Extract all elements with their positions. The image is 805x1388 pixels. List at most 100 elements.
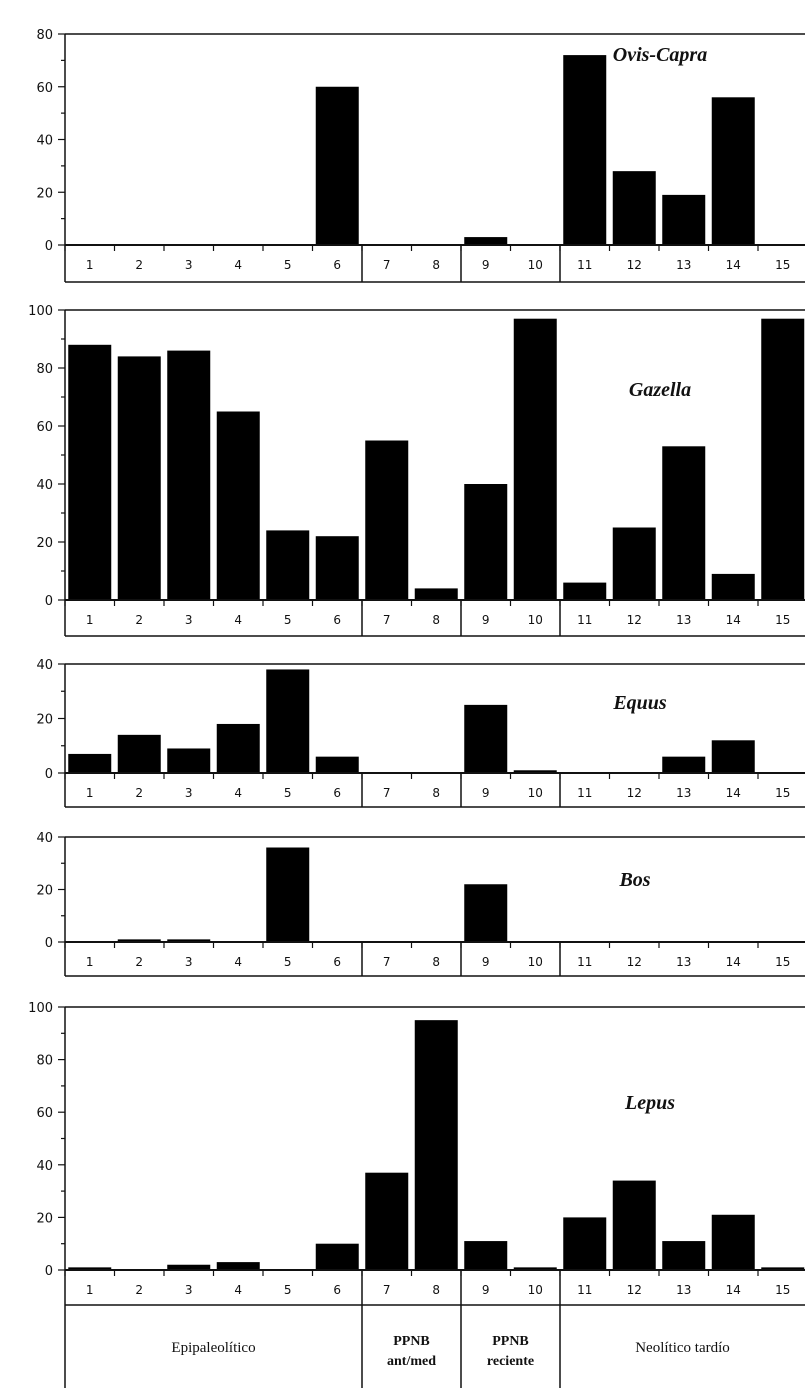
y-tick-label: 80 <box>36 28 53 43</box>
bar-site-14 <box>711 573 755 600</box>
x-tick-label: 2 <box>135 1283 143 1297</box>
panel-title: Bos <box>618 869 650 891</box>
x-tick-label: 5 <box>284 955 292 969</box>
x-tick-label: 12 <box>627 955 642 969</box>
x-tick-label: 15 <box>775 613 790 627</box>
x-tick-label: 5 <box>284 258 292 272</box>
bar-site-9 <box>464 704 508 773</box>
y-tick-label: 40 <box>36 658 53 673</box>
x-tick-label: 5 <box>284 786 292 800</box>
y-tick-label: 0 <box>45 594 53 609</box>
x-tick-label: 8 <box>432 613 440 627</box>
bar-site-3 <box>167 1264 211 1270</box>
x-tick-label: 6 <box>333 955 341 969</box>
bar-site-8 <box>414 588 458 600</box>
bar-site-15 <box>761 318 805 600</box>
bar-site-8 <box>414 1020 458 1270</box>
x-tick-label: 2 <box>135 786 143 800</box>
period-label: ant/med <box>387 1354 436 1369</box>
x-tick-label: 9 <box>482 955 490 969</box>
x-tick-label: 14 <box>726 258 741 272</box>
x-tick-label: 4 <box>234 786 242 800</box>
bar-site-2 <box>117 356 161 600</box>
period-label: PPNB <box>393 1334 430 1349</box>
bar-site-9 <box>464 1241 508 1270</box>
y-tick-label: 60 <box>36 420 53 435</box>
bar-site-10 <box>513 1267 557 1270</box>
x-tick-label: 12 <box>627 1283 642 1297</box>
x-tick-label: 8 <box>432 955 440 969</box>
bar-site-13 <box>662 756 706 773</box>
x-tick-label: 6 <box>333 613 341 627</box>
x-tick-label: 3 <box>185 258 193 272</box>
x-tick-label: 5 <box>284 1283 292 1297</box>
bar-site-6 <box>315 1243 359 1270</box>
bar-site-5 <box>266 847 310 942</box>
x-tick-label: 3 <box>185 955 193 969</box>
x-tick-label: 14 <box>726 786 741 800</box>
y-tick-label: 60 <box>36 1106 53 1121</box>
x-tick-label: 10 <box>528 613 543 627</box>
bar-site-3 <box>167 748 211 773</box>
x-tick-label: 11 <box>577 613 592 627</box>
x-tick-label: 3 <box>185 786 193 800</box>
x-tick-label: 6 <box>333 786 341 800</box>
x-tick-label: 1 <box>86 1283 94 1297</box>
x-tick-label: 2 <box>135 258 143 272</box>
panel-title: Gazella <box>629 379 691 401</box>
bar-site-9 <box>464 237 508 245</box>
x-tick-label: 14 <box>726 955 741 969</box>
x-tick-label: 12 <box>627 613 642 627</box>
y-tick-label: 40 <box>36 134 53 149</box>
x-tick-label: 13 <box>676 258 691 272</box>
bar-site-2 <box>117 939 161 942</box>
bar-site-12 <box>612 171 656 245</box>
y-tick-label: 0 <box>45 767 53 782</box>
period-label: reciente <box>487 1354 534 1369</box>
bar-site-14 <box>711 97 755 245</box>
bar-site-3 <box>167 350 211 600</box>
y-tick-label: 80 <box>36 362 53 377</box>
bar-site-13 <box>662 1241 706 1270</box>
bar-site-12 <box>612 527 656 600</box>
x-tick-label: 11 <box>577 955 592 969</box>
x-tick-label: 15 <box>775 786 790 800</box>
x-tick-label: 7 <box>383 613 391 627</box>
y-tick-label: 100 <box>28 304 53 319</box>
x-tick-label: 12 <box>627 786 642 800</box>
period-labels-layer: Epipaleolítico PPNB ant/med PPNB reciente Neo… <box>171 1334 729 1369</box>
x-tick-label: 1 <box>86 613 94 627</box>
x-tick-label: 11 <box>577 786 592 800</box>
x-tick-label: 7 <box>383 1283 391 1297</box>
x-tick-label: 15 <box>775 1283 790 1297</box>
bar-site-13 <box>662 194 706 245</box>
x-tick-label: 10 <box>528 1283 543 1297</box>
x-tick-label: 14 <box>726 1283 741 1297</box>
y-tick-label: 0 <box>45 1264 53 1279</box>
x-tick-label: 9 <box>482 258 490 272</box>
bar-site-1 <box>68 1267 112 1270</box>
x-tick-label: 14 <box>726 613 741 627</box>
x-tick-label: 13 <box>676 613 691 627</box>
y-tick-label: 20 <box>36 536 53 551</box>
x-tick-label: 2 <box>135 955 143 969</box>
period-label: Epipaleolítico <box>171 1340 255 1356</box>
bar-site-3 <box>167 939 211 942</box>
bar-site-11 <box>563 582 607 600</box>
bar-site-2 <box>117 734 161 773</box>
bar-site-7 <box>365 440 409 600</box>
bar-site-14 <box>711 1214 755 1270</box>
x-tick-label: 7 <box>383 258 391 272</box>
x-tick-label: 10 <box>528 955 543 969</box>
bar-site-13 <box>662 446 706 600</box>
y-tick-label: 80 <box>36 1054 53 1069</box>
x-tick-label: 6 <box>333 1283 341 1297</box>
x-tick-label: 8 <box>432 1283 440 1297</box>
x-tick-label: 3 <box>185 613 193 627</box>
bar-site-14 <box>711 740 755 773</box>
bar-site-7 <box>365 1172 409 1270</box>
bar-site-9 <box>464 884 508 942</box>
bar-site-6 <box>315 86 359 245</box>
